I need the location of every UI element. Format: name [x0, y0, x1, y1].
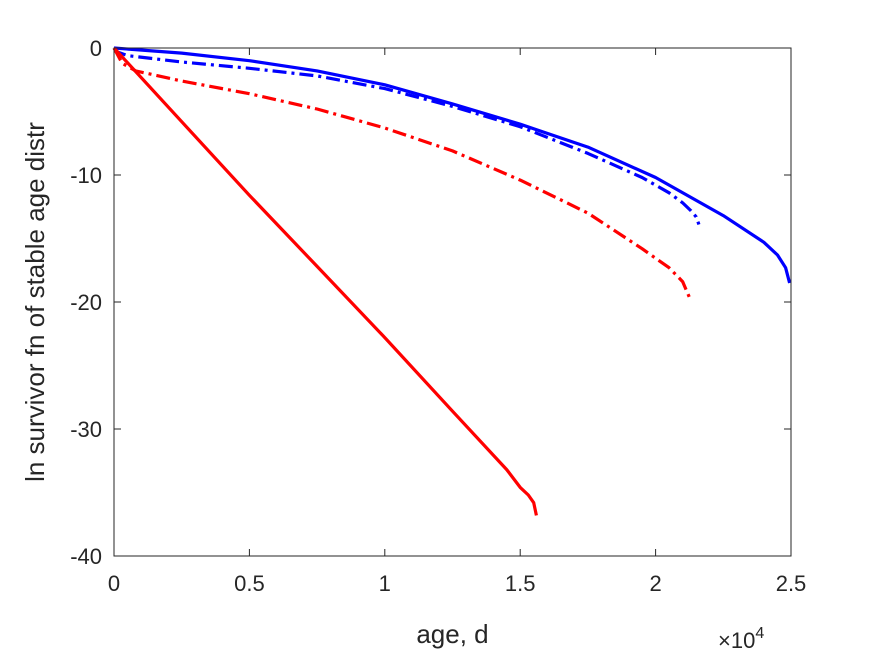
y-tick-label: -30	[70, 417, 102, 442]
series-line-1	[113, 46, 792, 284]
y-tick-label: -10	[70, 163, 102, 188]
axes-box	[113, 47, 792, 557]
x-exponent-base: ×10	[718, 628, 755, 653]
x-axis-ticks: 0 0.5 1 1.5 2 2.5	[108, 48, 806, 596]
x-tick-label: 2.5	[776, 571, 807, 596]
x-exponent-power: 4	[755, 625, 764, 642]
plot-layer	[112, 46, 792, 516]
y-tick-label: -20	[70, 290, 102, 315]
x-tick-label: 0	[108, 571, 120, 596]
y-tick-label: -40	[70, 544, 102, 569]
series-line-4	[112, 47, 693, 302]
x-axis-label: age, d	[416, 619, 488, 649]
x-axis-exponent-label: ×104	[718, 625, 764, 653]
y-axis-ticks: 0 -10 -20 -30 -40	[70, 36, 791, 569]
y-axis-label: ln survivor fn of stable age distr	[20, 122, 50, 482]
series-line-3	[112, 46, 538, 516]
series-line-2	[112, 47, 701, 226]
y-tick-label: 0	[90, 36, 102, 61]
x-tick-label: 1.5	[505, 571, 536, 596]
x-tick-label: 0.5	[234, 571, 265, 596]
x-tick-label: 1	[379, 571, 391, 596]
x-tick-label: 2	[649, 571, 661, 596]
